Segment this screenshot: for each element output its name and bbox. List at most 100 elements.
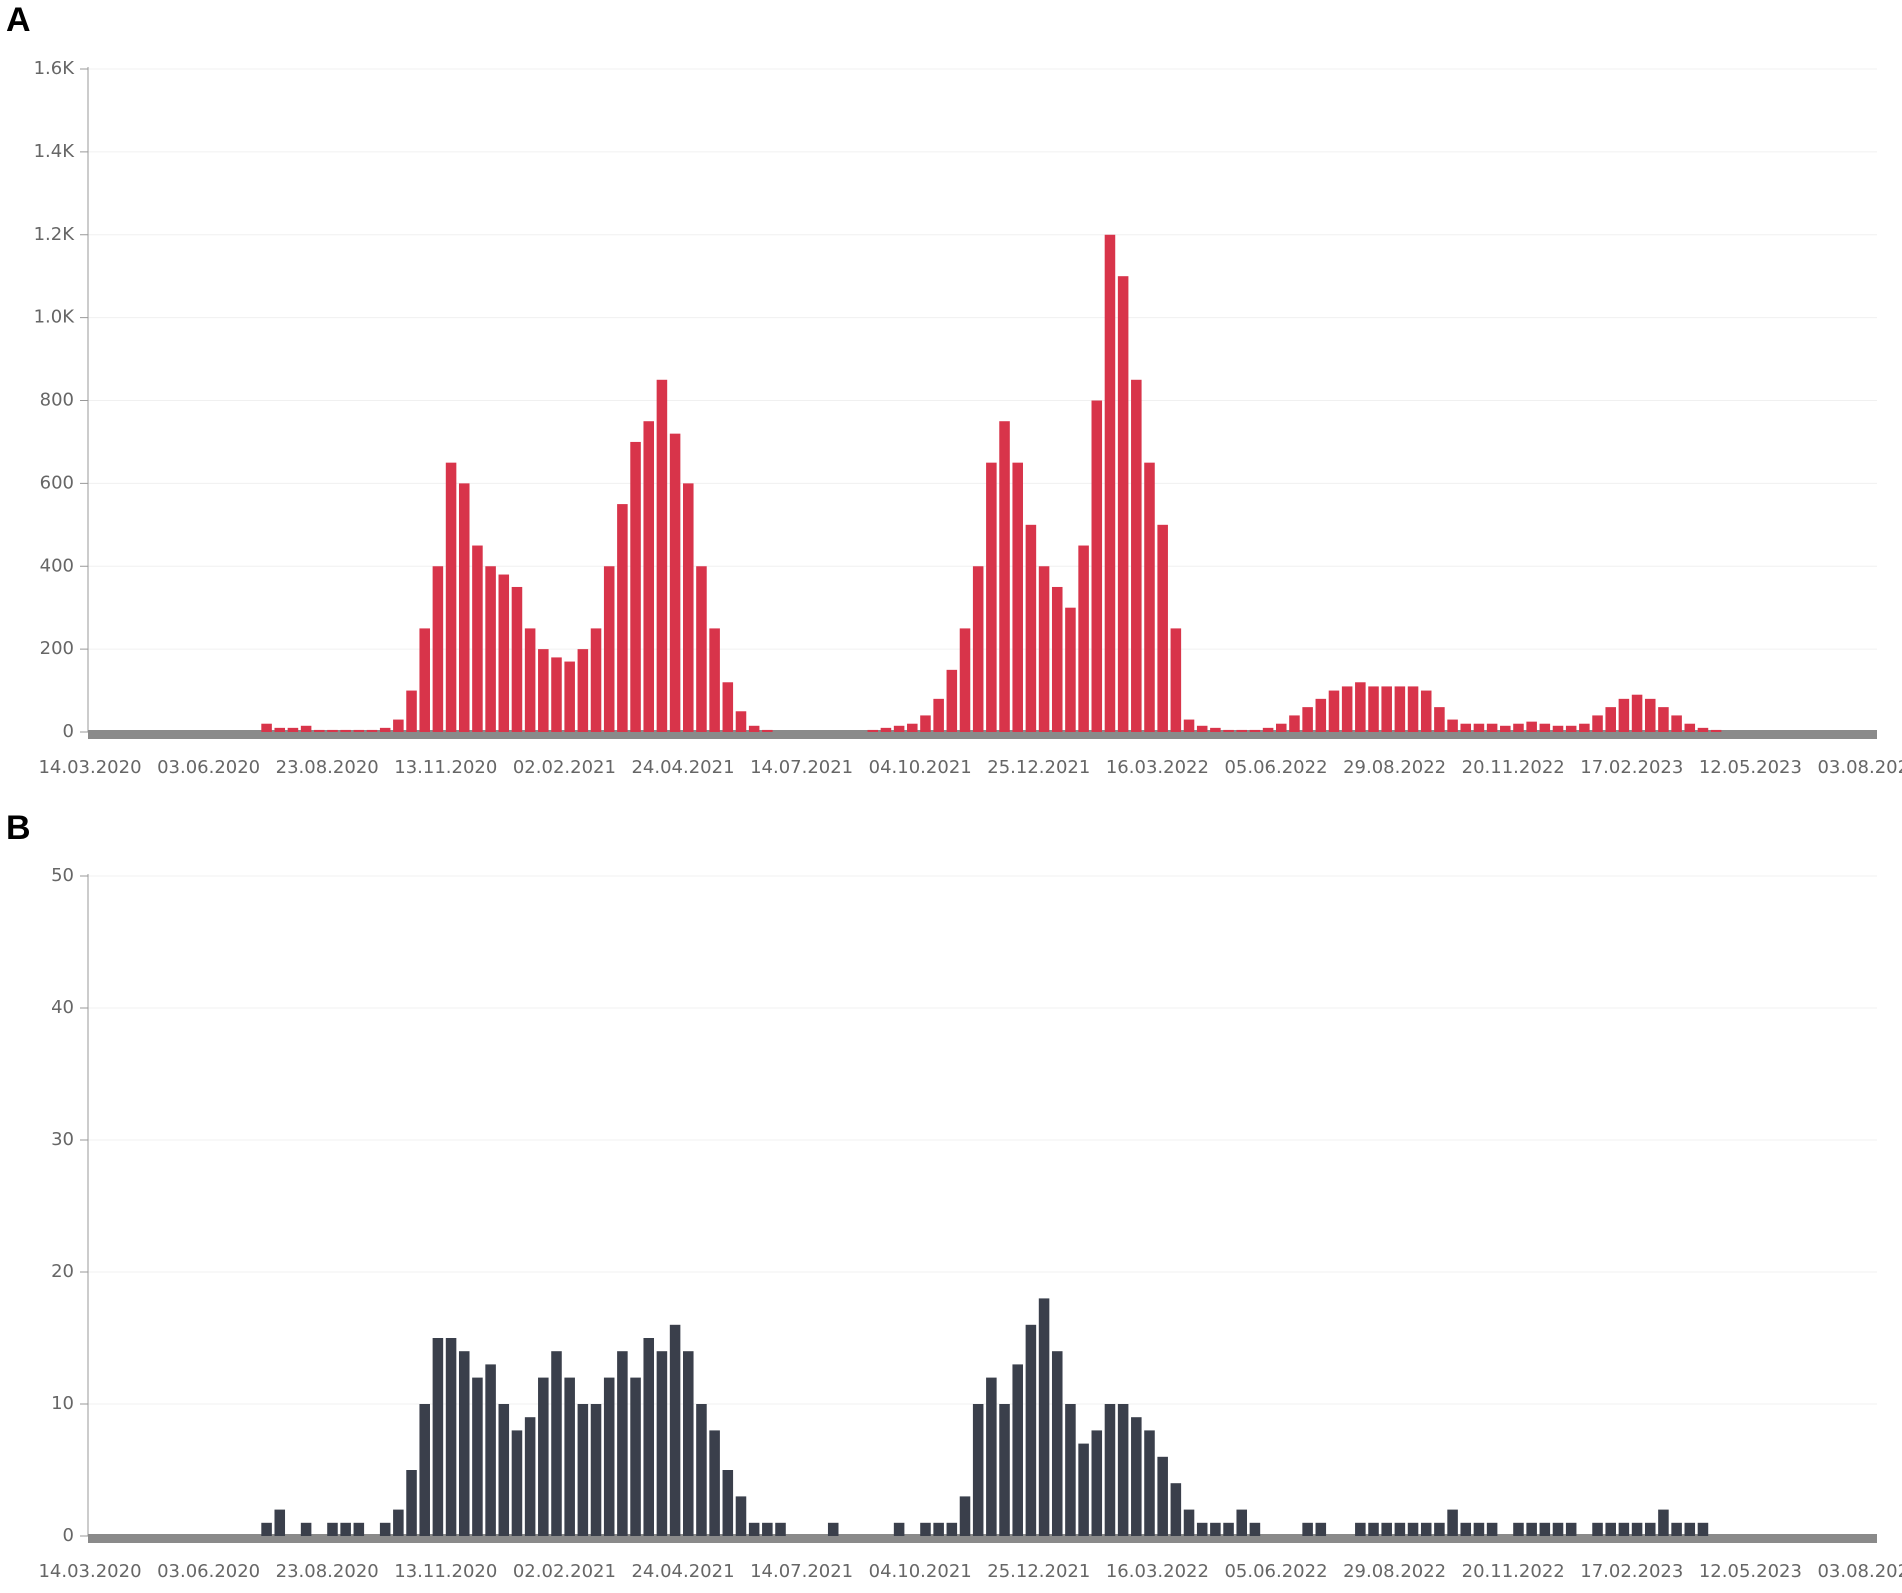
bar [1447, 719, 1458, 732]
x-tick-label: 02.02.2021 [513, 1561, 616, 1582]
bar [327, 729, 338, 732]
bar [261, 1522, 272, 1536]
bar [1196, 725, 1208, 732]
bar [524, 1417, 536, 1536]
x-tick-label: 23.08.2020 [276, 757, 379, 778]
bar [1117, 1404, 1129, 1536]
bar [1210, 1522, 1221, 1536]
bar [656, 379, 668, 732]
bar [1381, 686, 1392, 732]
bar [393, 719, 404, 732]
x-tick-label: 20.11.2022 [1462, 1561, 1565, 1582]
bar [261, 723, 272, 732]
bar [538, 649, 549, 732]
bar [1276, 723, 1287, 732]
bar [920, 1522, 931, 1536]
x-tick-label: 20.11.2022 [1462, 757, 1565, 778]
bar [393, 1509, 404, 1536]
bar [498, 1404, 510, 1536]
x-tick-label: 14.03.2020 [38, 1561, 141, 1582]
bar [1249, 1522, 1261, 1536]
bar [1565, 725, 1577, 732]
bar [986, 462, 997, 732]
bar [722, 1470, 734, 1536]
bar [1341, 686, 1353, 732]
bar [1592, 1522, 1603, 1536]
bar [1249, 729, 1261, 732]
bar [379, 1522, 391, 1536]
bar [1315, 698, 1327, 732]
bar [1644, 1522, 1656, 1536]
bar [1157, 524, 1168, 732]
bar [1223, 729, 1234, 732]
bar [999, 421, 1010, 732]
bar [432, 566, 444, 732]
bar [630, 441, 641, 732]
bar [300, 1522, 312, 1536]
bar [1618, 1522, 1630, 1536]
x-tick-label: 03.08.2023 [1817, 1561, 1902, 1582]
bar [867, 729, 879, 732]
x-tick-label: 03.06.2020 [157, 1561, 260, 1582]
x-tick-label: 05.06.2022 [1224, 757, 1327, 778]
bar [1605, 707, 1616, 732]
bar [1117, 276, 1129, 732]
bar [1394, 686, 1406, 732]
bar [1513, 1522, 1524, 1536]
bar [933, 1522, 944, 1536]
bar [472, 545, 483, 732]
bar [880, 727, 892, 732]
bar [419, 628, 430, 732]
x-tick-label: 13.11.2020 [394, 1561, 497, 1582]
bar [1658, 707, 1669, 732]
bar [1025, 524, 1037, 732]
bar [1012, 462, 1023, 732]
x-tick-label: 12.05.2023 [1699, 1561, 1802, 1582]
bar [1183, 1509, 1195, 1536]
bar [1565, 1522, 1577, 1536]
bar [445, 1338, 457, 1536]
bar [748, 1522, 760, 1536]
bar [1579, 723, 1590, 732]
bar [1091, 400, 1103, 732]
bar [419, 1404, 430, 1536]
bar [1038, 1298, 1050, 1536]
bar [1671, 715, 1682, 732]
bar [353, 729, 365, 732]
bar [366, 729, 378, 732]
y-tick-label: 1.6K [34, 58, 76, 79]
bar [656, 1351, 668, 1536]
bar [696, 566, 707, 732]
bar [1368, 1522, 1379, 1536]
bar [1434, 1522, 1445, 1536]
bar [1394, 1522, 1406, 1536]
y-tick-label: 10 [51, 1393, 74, 1414]
bar [920, 715, 931, 732]
bar [1460, 1522, 1472, 1536]
bar [1420, 1522, 1432, 1536]
bar [1447, 1509, 1458, 1536]
bar [630, 1377, 641, 1536]
bar [577, 649, 589, 732]
bar [274, 1509, 286, 1536]
bar [1157, 1456, 1168, 1536]
bar [1486, 1522, 1498, 1536]
bar [999, 1404, 1010, 1536]
bar [524, 628, 536, 732]
bar [1592, 715, 1603, 732]
bar [1684, 1522, 1696, 1536]
y-tick-label: 800 [40, 390, 74, 411]
bar [1697, 727, 1709, 732]
bar [538, 1377, 549, 1536]
bar [683, 1351, 694, 1536]
bar [972, 1404, 984, 1536]
bar [1091, 1430, 1103, 1536]
bar [406, 1470, 417, 1536]
bar [406, 690, 417, 732]
bar [1355, 1522, 1366, 1536]
bar [1381, 1522, 1392, 1536]
bar [1131, 379, 1142, 732]
bar [1183, 719, 1195, 732]
y-tick-label: 600 [40, 472, 74, 493]
